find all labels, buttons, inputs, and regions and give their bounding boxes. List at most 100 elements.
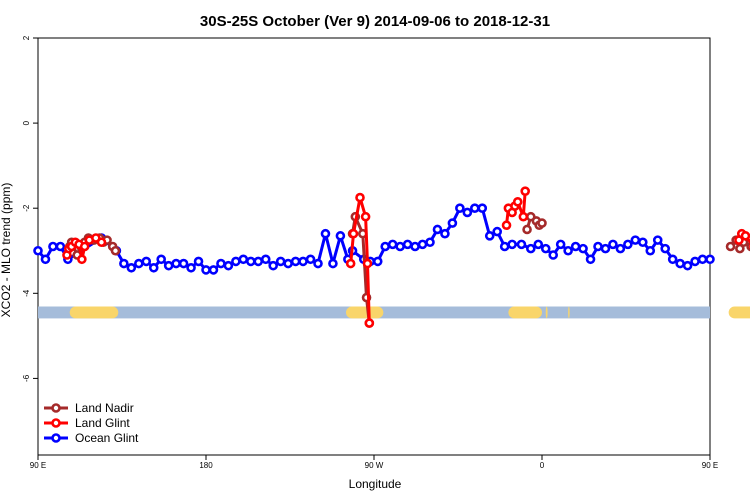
ocean-glint-point (548, 250, 559, 260)
x-axis-label: Longitude (349, 477, 402, 491)
ocean-glint-point (134, 258, 144, 269)
land-band-segment (346, 306, 384, 319)
x-tick-label: 0 (540, 461, 545, 470)
ocean-glint-point (697, 254, 708, 265)
land-glint-point (355, 192, 365, 203)
ocean-glint-point (380, 241, 391, 252)
ocean-glint-point (231, 256, 241, 267)
x-tick-label: 90 E (30, 461, 46, 470)
ocean-glint-point (447, 218, 458, 228)
ocean-glint-point (477, 203, 488, 214)
ocean-glint-point (223, 260, 234, 271)
land-band-segment (508, 306, 542, 319)
ocean-glint-point (55, 241, 66, 252)
ocean-glint-point (600, 243, 611, 254)
ocean-glint-point (275, 256, 286, 267)
ocean-glint-point (593, 241, 603, 252)
x-tick-label: 90 E (702, 461, 718, 470)
land-glint-point (348, 228, 359, 239)
ocean-glint-point (675, 258, 685, 269)
ocean-glint-point (462, 207, 473, 218)
ocean-glint-point (637, 237, 648, 248)
ocean-glint-point (335, 231, 346, 241)
ocean-glint-point (425, 237, 435, 248)
ocean-glint-point (148, 262, 159, 273)
ocean-glint-point (201, 265, 211, 275)
land-glint-series (62, 186, 750, 328)
ocean-glint-point (410, 241, 420, 252)
ocean-glint-point (320, 228, 331, 239)
ocean-glint-point (305, 254, 316, 265)
legend-label-land-glint: Land Glint (75, 416, 130, 430)
legend-marker-land-nadir (51, 403, 61, 413)
y-axis-label: XCO2 - MLO trend (ppm) (0, 183, 13, 318)
land-glint-point (501, 220, 512, 231)
ocean-glint-point (440, 228, 450, 239)
ocean-glint-point (328, 258, 338, 269)
ocean-glint-point (432, 224, 443, 235)
ocean-glint-point (141, 256, 152, 267)
ocean-glint-point (372, 256, 383, 267)
land-nadir-point (522, 224, 532, 235)
ocean-glint-point (563, 245, 573, 256)
land-glint-point (345, 258, 356, 269)
land-glint-point (518, 211, 529, 222)
ocean-glint-point (455, 203, 465, 214)
land-glint-point (362, 258, 373, 269)
ocean-glint-point (253, 256, 264, 267)
ocean-glint-point (499, 241, 510, 252)
ocean-glint-point (283, 258, 293, 269)
land-glint-point (77, 254, 87, 265)
land-band-segment (545, 306, 548, 319)
ocean-glint-point (705, 254, 715, 265)
ocean-glint-point (268, 260, 279, 271)
ocean-glint-point (40, 254, 51, 265)
ocean-glint-point (417, 239, 428, 250)
land-glint-line (349, 196, 371, 324)
ocean-glint-point (216, 258, 226, 269)
land-glint-point (96, 237, 107, 248)
plot-area: 90 E 180 90 W 0 90 E 2 0 -2 -4 -6 (22, 35, 750, 470)
legend-label-ocean-glint: Ocean Glint (75, 431, 139, 445)
ocean-glint-point (516, 239, 527, 250)
ocean-glint-point (119, 258, 129, 269)
ocean-glint-point (402, 239, 413, 250)
y-tick-label: 2 (22, 35, 31, 40)
y-tick-label: -2 (22, 204, 31, 212)
ocean-glint-point (178, 258, 189, 269)
ocean-glint-point (645, 245, 656, 256)
ocean-glint-point (690, 256, 700, 267)
chart-title: 30S-25S October (Ver 9) 2014-09-06 to 20… (200, 13, 550, 30)
ocean-glint-point (469, 203, 480, 214)
land-band-segment (69, 306, 119, 319)
ocean-glint-point (608, 239, 618, 250)
ocean-glint-series (33, 203, 715, 275)
land-glint-point (740, 231, 750, 241)
y-tick-label: -6 (22, 374, 31, 382)
ocean-glint-point (48, 241, 58, 252)
ocean-glint-point (555, 239, 566, 250)
land-nadir-point (110, 245, 121, 256)
ocean-glint-point (238, 254, 249, 265)
legend-label-land-nadir: Land Nadir (75, 401, 134, 415)
ocean-glint-point (208, 265, 219, 275)
ocean-glint-point (193, 256, 204, 267)
ocean-glint-point (525, 243, 536, 254)
land-band-segment (568, 306, 570, 319)
land-glint-point (364, 318, 375, 328)
y-tick-label: -4 (22, 289, 31, 297)
ocean-glint-point (682, 260, 693, 271)
ocean-glint-point (533, 239, 544, 250)
x-tick-label: 90 W (365, 461, 384, 470)
ocean-glint-point (156, 254, 166, 265)
ocean-glint-point (186, 262, 196, 273)
y-tick-label: 0 (22, 120, 31, 125)
land-glint-point (360, 211, 371, 222)
land-glint-point (520, 186, 531, 196)
ocean-glint-point (578, 243, 588, 254)
ocean-glint-point (33, 245, 43, 256)
land-band-segment (728, 306, 750, 319)
ocean-glint-point (652, 235, 663, 245)
